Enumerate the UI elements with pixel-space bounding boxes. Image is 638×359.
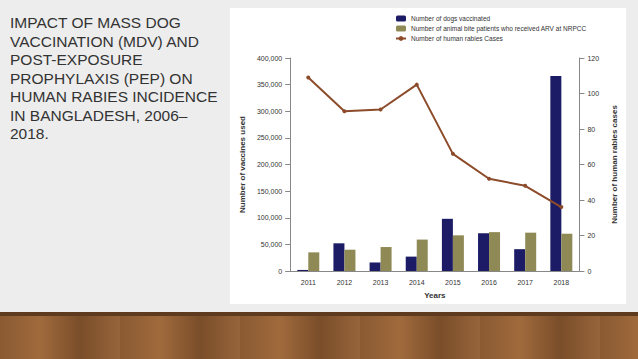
svg-text:2012: 2012 <box>337 279 353 286</box>
svg-text:350,000: 350,000 <box>257 81 282 88</box>
svg-text:2013: 2013 <box>373 279 389 286</box>
svg-text:Number of vaccines used: Number of vaccines used <box>238 116 247 213</box>
svg-text:0: 0 <box>278 268 282 275</box>
html-text:IMPACT OF MASS DOG VACCINATION: IMPACT OF MASS DOG VACCINATION (MDV) AND… <box>10 14 218 142</box>
svg-text:Number of dogs vaccinated: Number of dogs vaccinated <box>411 15 491 23</box>
svg-text:2011: 2011 <box>301 279 316 286</box>
svg-text:60: 60 <box>587 161 595 168</box>
svg-text:0: 0 <box>587 268 591 275</box>
svg-text:40: 40 <box>587 197 595 204</box>
svg-text:400,000: 400,000 <box>257 55 282 62</box>
svg-text:250,000: 250,000 <box>257 134 282 141</box>
svg-text:Number of human rabies Cases: Number of human rabies Cases <box>411 35 504 42</box>
svg-text:200,000: 200,000 <box>257 161 282 168</box>
svg-text:300,000: 300,000 <box>257 108 282 115</box>
svg-text:80: 80 <box>587 126 595 133</box>
svg-text:2015: 2015 <box>445 279 461 286</box>
svg-text:2014: 2014 <box>409 279 425 286</box>
svg-text:100: 100 <box>587 90 599 97</box>
svg-text:150,000: 150,000 <box>257 188 282 195</box>
svg-text:2016: 2016 <box>481 279 497 286</box>
svg-text:Number of animal bite patients: Number of animal bite patients who recei… <box>411 25 586 33</box>
svg-text:Number of human rabies cases: Number of human rabies cases <box>610 105 619 224</box>
svg-text:2017: 2017 <box>517 279 533 286</box>
svg-text:50,000: 50,000 <box>261 241 283 248</box>
svg-text:Years: Years <box>424 291 446 300</box>
svg-text:20: 20 <box>587 232 595 239</box>
svg-text:120: 120 <box>587 55 599 62</box>
svg-text:2018: 2018 <box>554 279 570 286</box>
svg-text:100,000: 100,000 <box>257 214 282 221</box>
